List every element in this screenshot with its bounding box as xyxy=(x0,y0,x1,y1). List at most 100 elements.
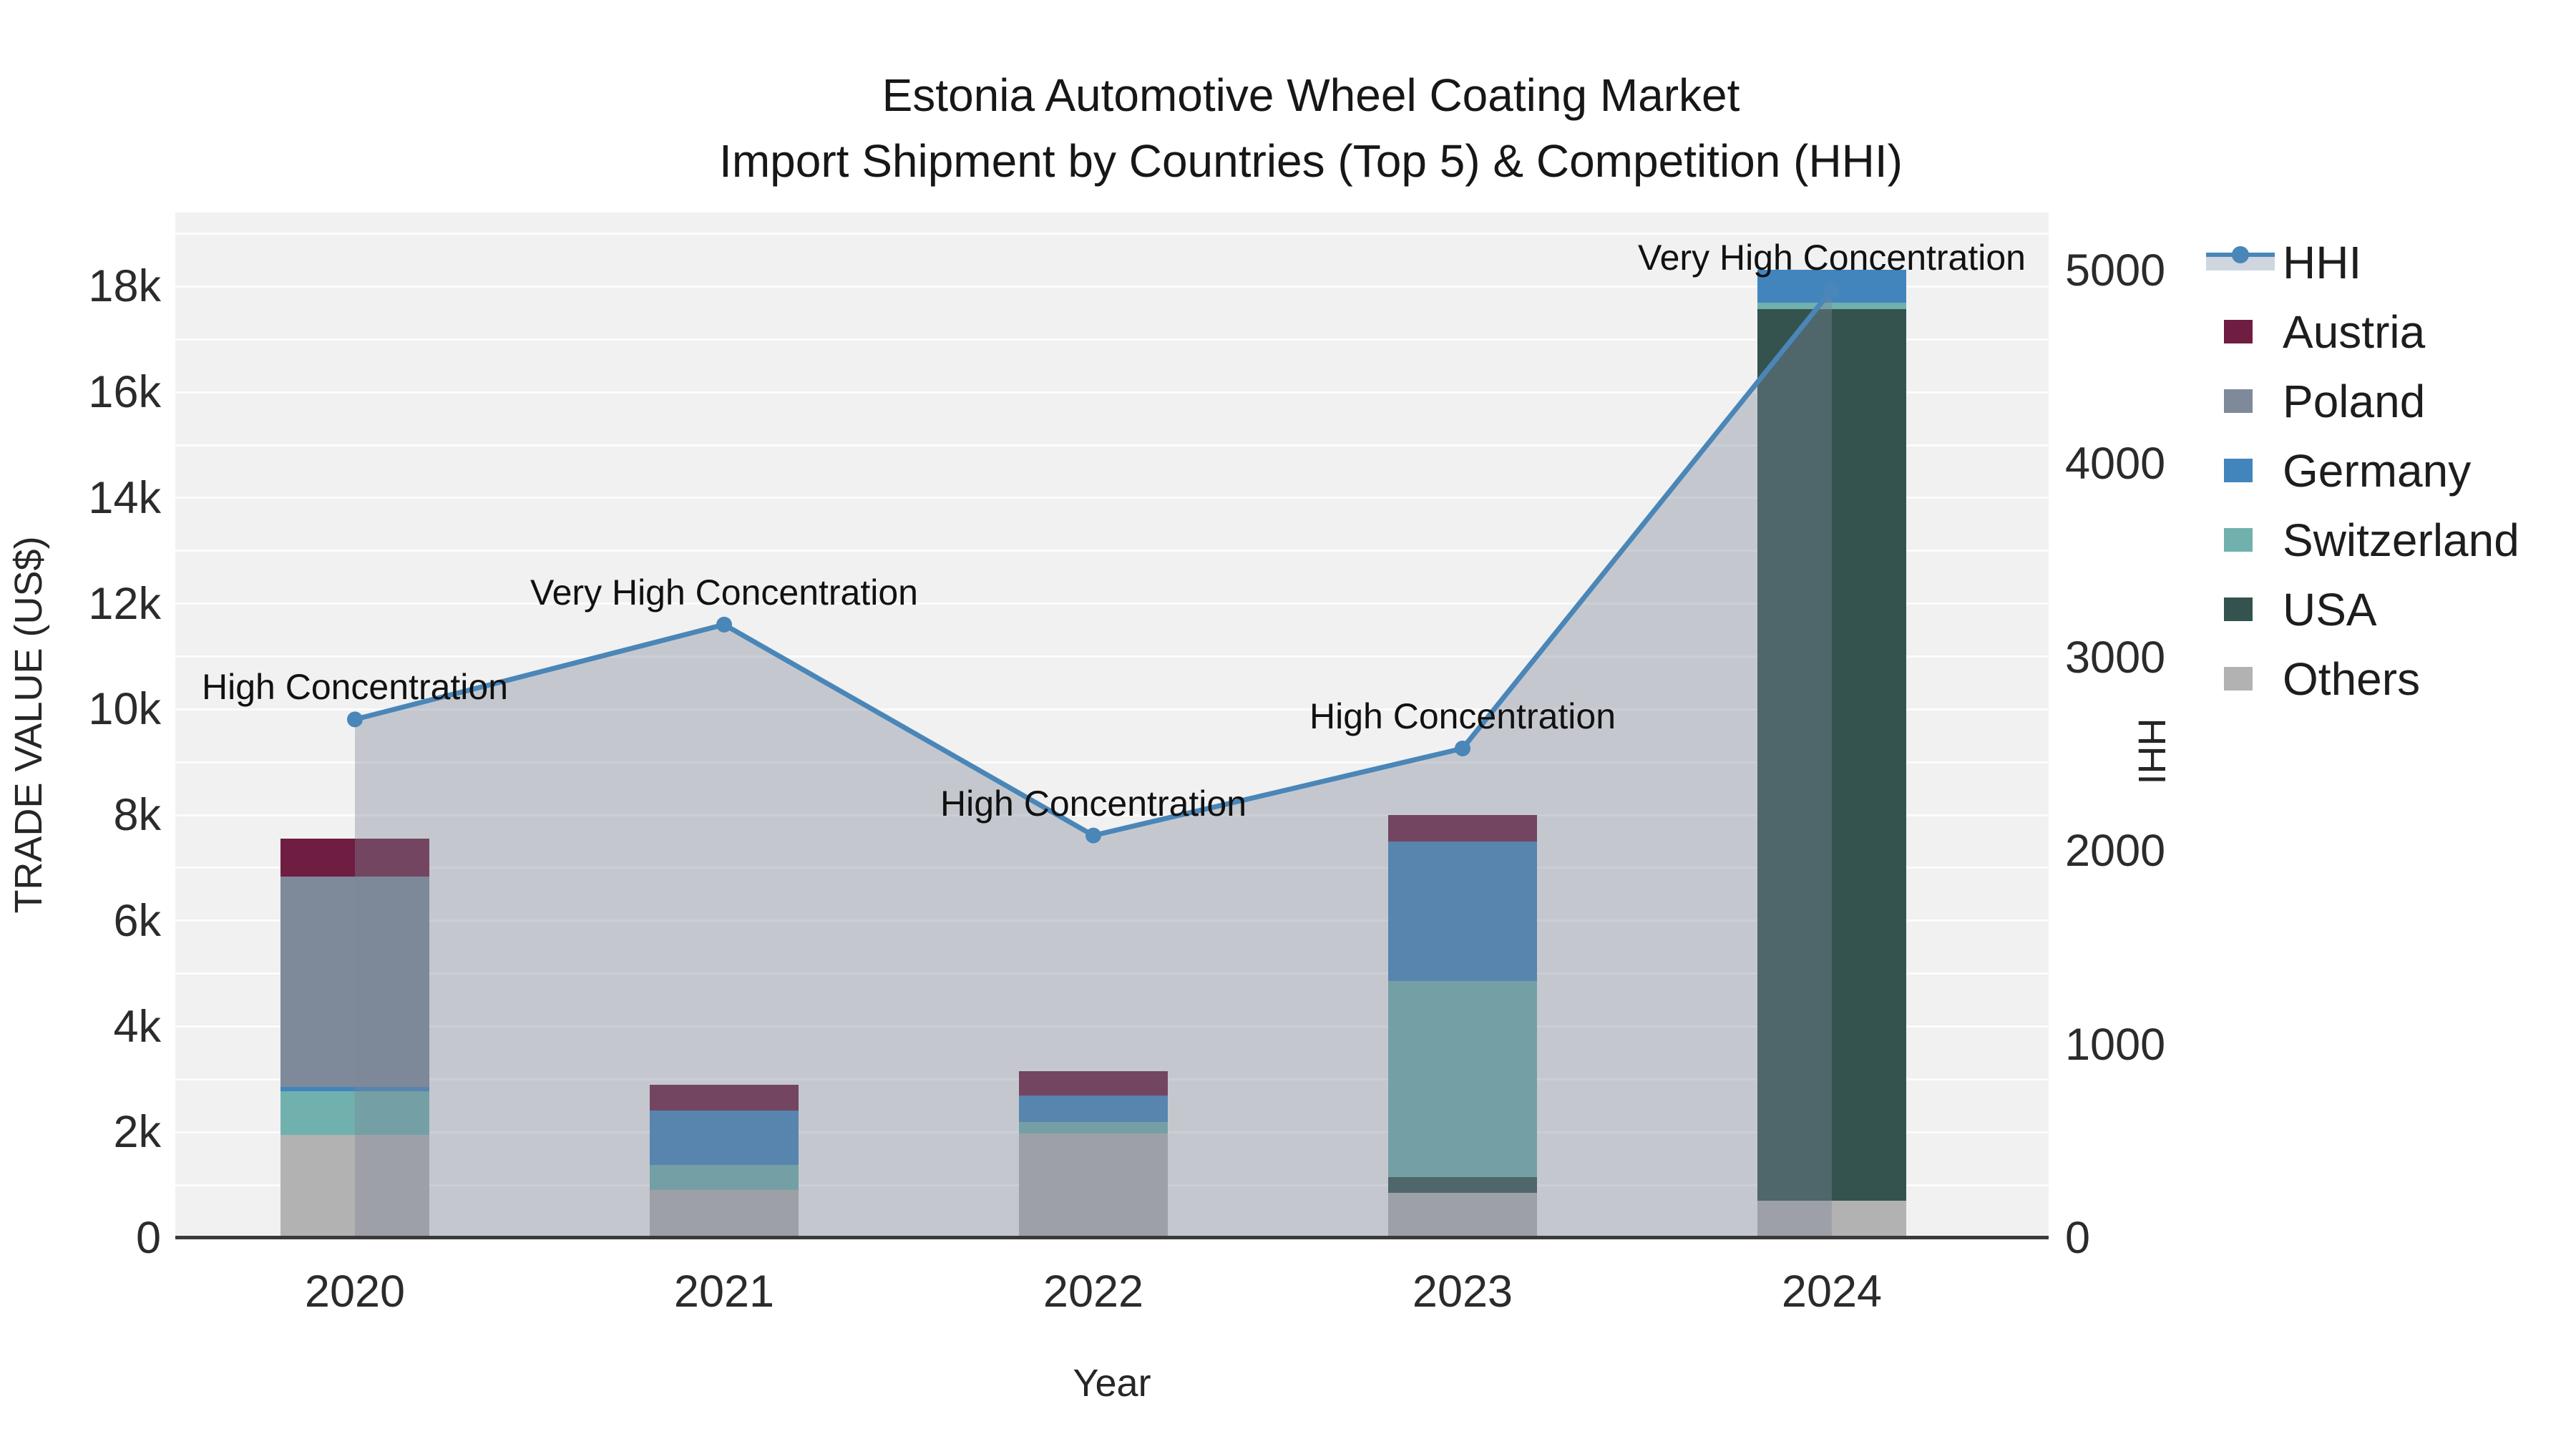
hhi-marker-2020 xyxy=(347,711,363,728)
legend-item-switzerland[interactable]: Switzerland xyxy=(2206,505,2519,575)
annotation-2022: High Concentration xyxy=(940,783,1247,824)
bar-segment-germany-2020 xyxy=(280,1087,429,1091)
usa-color-swatch xyxy=(2206,587,2283,633)
bar-segment-germany-2021 xyxy=(650,1110,799,1166)
poland-color-swatch xyxy=(2206,379,2283,424)
x-tick-2023: 2023 xyxy=(1412,1267,1513,1317)
legend-label: Others xyxy=(2283,653,2421,705)
y-left-tick-18k: 18k xyxy=(88,261,161,312)
hhi-marker-2023 xyxy=(1455,740,1470,756)
legend-item-others[interactable]: Others xyxy=(2206,644,2519,713)
y-left-tick-4k: 4k xyxy=(113,1001,161,1052)
hhi-marker-2022 xyxy=(1085,827,1101,844)
bar-segment-austria-2023 xyxy=(1388,815,1537,841)
gridline xyxy=(175,285,2049,288)
gridline xyxy=(175,867,2049,869)
plot-area xyxy=(175,213,2049,1238)
gridline xyxy=(175,497,2049,499)
bar-segment-switzerland-2022 xyxy=(1019,1122,1168,1133)
bar-segment-usa-2024 xyxy=(1757,309,1906,1201)
x-tick-2020: 2020 xyxy=(304,1267,406,1317)
bar-segment-others-2020 xyxy=(280,1134,429,1238)
germany-color-swatch xyxy=(2206,448,2283,494)
bar-segment-switzerland-2021 xyxy=(650,1165,799,1190)
x-tick-2021: 2021 xyxy=(673,1267,775,1317)
legend-item-austria[interactable]: Austria xyxy=(2206,297,2519,366)
y-left-tick-12k: 12k xyxy=(88,578,161,629)
annotation-2023: High Concentration xyxy=(1309,696,1616,736)
annotation-2020: High Concentration xyxy=(201,667,509,708)
hhi-marker-2021 xyxy=(716,616,732,633)
gridline xyxy=(175,233,2049,235)
legend-label: Switzerland xyxy=(2283,514,2519,566)
legend-label: Poland xyxy=(2283,375,2426,427)
x-axis-line xyxy=(175,1236,2049,1239)
bar-segment-switzerland-2020 xyxy=(280,1091,429,1135)
hhi-line-legend-sample xyxy=(2206,240,2283,286)
bar-segment-switzerland-2024 xyxy=(1757,302,1906,310)
bar-segment-others-2022 xyxy=(1019,1133,1168,1238)
legend-label: Austria xyxy=(2283,306,2426,358)
bar-segment-poland-2020 xyxy=(280,877,429,1088)
y-left-tick-16k: 16k xyxy=(88,367,161,418)
y-left-tick-14k: 14k xyxy=(88,472,161,523)
y-right-tick-5000: 5000 xyxy=(2065,245,2166,296)
hhi-marker-2024 xyxy=(1824,282,1840,298)
y-right-tick-1000: 1000 xyxy=(2065,1019,2166,1070)
y-left-tick-8k: 8k xyxy=(113,790,161,841)
bar-segment-germany-2023 xyxy=(1388,841,1537,981)
y-left-tick-0: 0 xyxy=(135,1213,161,1263)
y-right-tick-3000: 3000 xyxy=(2065,632,2166,683)
gridline xyxy=(175,814,2049,816)
bar-segment-others-2021 xyxy=(650,1189,799,1238)
y-axis-left-title: TRADE VALUE (US$) xyxy=(7,536,50,914)
austria-color-swatch xyxy=(2206,309,2283,355)
legend-label: USA xyxy=(2283,583,2377,635)
gridline xyxy=(175,972,2049,975)
gridline xyxy=(175,338,2049,341)
y-left-tick-2k: 2k xyxy=(113,1107,161,1158)
bar-segment-usa-2023 xyxy=(1388,1177,1537,1194)
annotation-2024: Very High Concentration xyxy=(1638,238,2026,278)
y-right-tick-0: 0 xyxy=(2065,1213,2091,1263)
gridline xyxy=(175,708,2049,711)
others-color-swatch xyxy=(2206,656,2283,702)
y-axis-right-title: HHI xyxy=(2130,718,2173,785)
legend-label: HHI xyxy=(2283,236,2362,288)
legend-item-poland[interactable]: Poland xyxy=(2206,366,2519,436)
gridline xyxy=(175,444,2049,447)
gridline xyxy=(175,391,2049,394)
bar-segment-switzerland-2023 xyxy=(1388,981,1537,1178)
chart-title-line2: Import Shipment by Countries (Top 5) & C… xyxy=(719,135,1903,187)
bar-segment-austria-2022 xyxy=(1019,1070,1168,1096)
legend: HHI Austria Poland Germany Switzerland USA Oth… xyxy=(2206,228,2519,713)
gridline xyxy=(175,550,2049,552)
gridline xyxy=(175,602,2049,605)
gridline xyxy=(175,761,2049,763)
legend-item-germany[interactable]: Germany xyxy=(2206,436,2519,505)
y-left-tick-10k: 10k xyxy=(88,684,161,735)
y-right-tick-2000: 2000 xyxy=(2065,826,2166,877)
x-tick-2022: 2022 xyxy=(1043,1267,1144,1317)
gridline xyxy=(175,919,2049,922)
legend-item-hhi[interactable]: HHI xyxy=(2206,228,2519,297)
bar-segment-others-2023 xyxy=(1388,1193,1537,1238)
hhi-area-fill xyxy=(355,290,1832,1239)
annotation-2021: Very High Concentration xyxy=(530,572,918,613)
switzerland-color-swatch xyxy=(2206,517,2283,563)
bar-segment-austria-2021 xyxy=(650,1084,799,1111)
x-axis-title: Year xyxy=(1073,1362,1151,1405)
x-tick-2024: 2024 xyxy=(1781,1267,1883,1317)
legend-item-usa[interactable]: USA xyxy=(2206,575,2519,644)
chart-title-line1: Estonia Automotive Wheel Coating Market xyxy=(882,69,1740,121)
gridline xyxy=(175,1025,2049,1028)
y-left-tick-6k: 6k xyxy=(113,895,161,946)
legend-label: Germany xyxy=(2283,444,2472,497)
gridline xyxy=(175,655,2049,658)
y-right-tick-4000: 4000 xyxy=(2065,439,2166,489)
bar-segment-others-2024 xyxy=(1757,1201,1906,1238)
bar-segment-germany-2022 xyxy=(1019,1096,1168,1123)
